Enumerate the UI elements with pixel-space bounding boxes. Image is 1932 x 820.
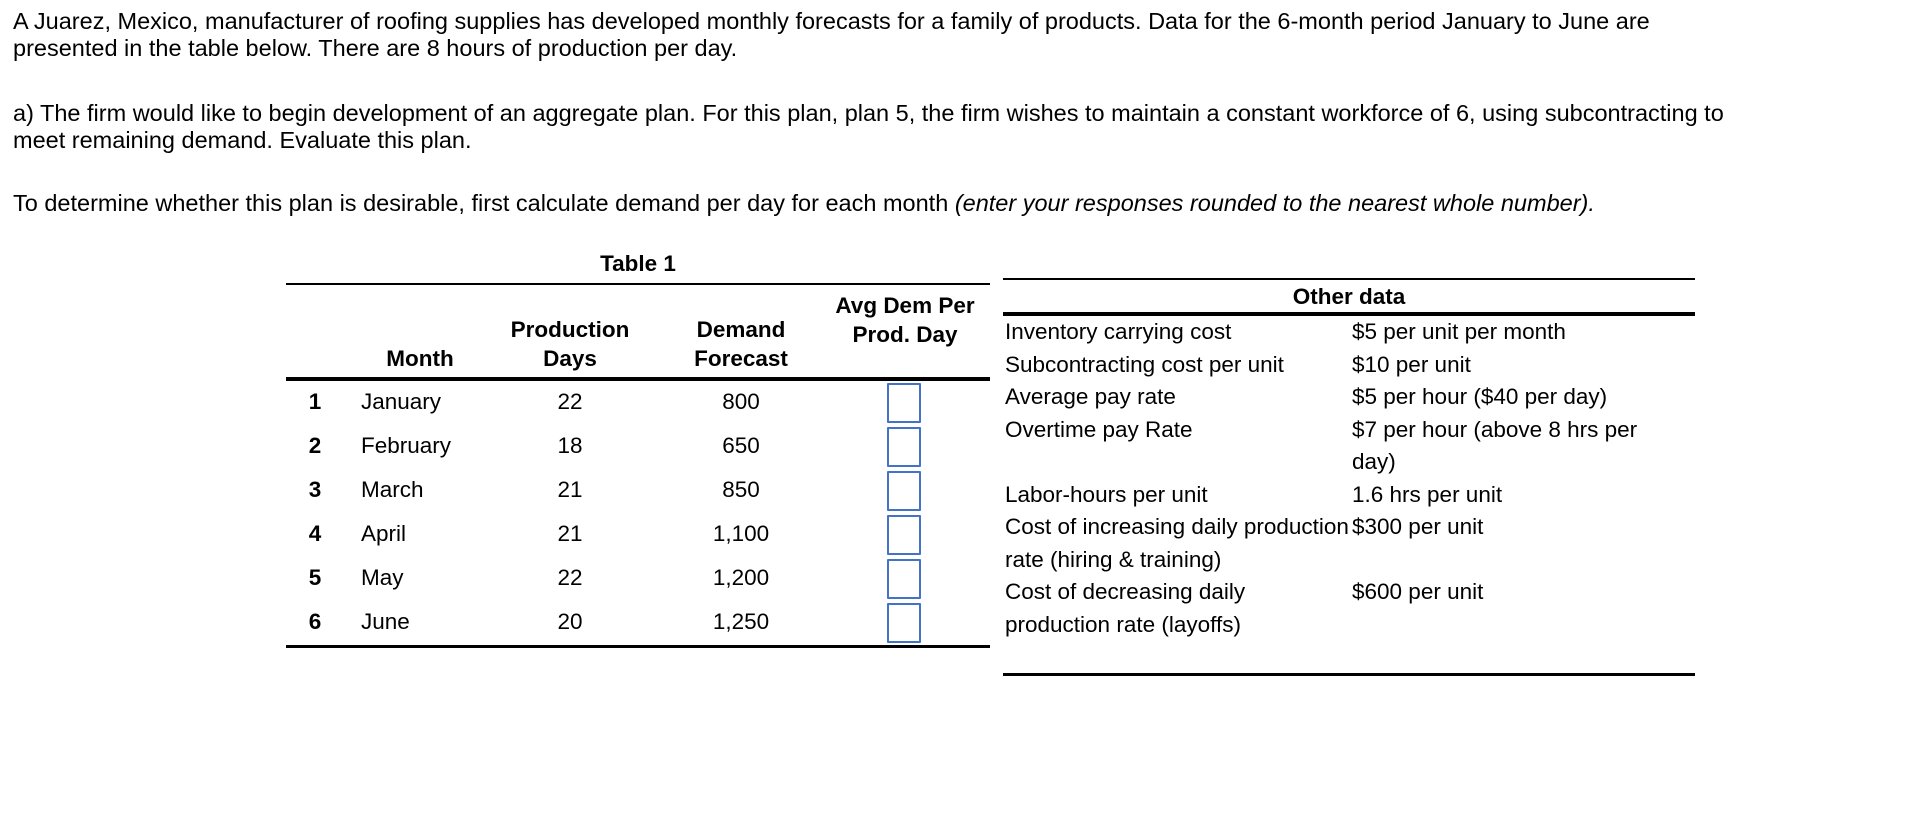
other-data-value: $7 per hour (above 8 hrs per day) bbox=[1352, 416, 1638, 475]
avg-demand-input-january[interactable] bbox=[887, 383, 921, 423]
table-row-may: 5 May 22 1,200 bbox=[286, 557, 990, 601]
production-days: 22 bbox=[557, 565, 583, 590]
instruction-line: To determine whether this plan is desira… bbox=[13, 190, 1595, 217]
other-data-value: $10 per unit bbox=[1352, 351, 1471, 377]
table-row-january: 1 January 22 800 bbox=[286, 381, 990, 425]
table-row-june: 6 June 20 1,250 bbox=[286, 601, 990, 645]
column-header-demand-forecast: Demand Forecast bbox=[694, 317, 788, 371]
column-header-avg-demand: Avg Dem Per Prod. Day bbox=[835, 293, 975, 347]
row-number: 5 bbox=[308, 565, 322, 590]
other-data-label: Average pay rate bbox=[1005, 384, 1176, 409]
other-data-label: Cost of decreasing daily production rate… bbox=[1005, 579, 1246, 637]
month-label: June bbox=[361, 609, 410, 634]
other-data-bottom-rule bbox=[1003, 673, 1695, 676]
demand-forecast: 850 bbox=[722, 477, 760, 502]
production-days: 18 bbox=[557, 433, 583, 458]
column-header-month: Month bbox=[386, 346, 454, 371]
demand-forecast: 650 bbox=[722, 433, 760, 458]
avg-demand-input-june[interactable] bbox=[887, 603, 921, 643]
other-data-top-rule bbox=[1003, 278, 1695, 280]
column-header-production-days: Production Days bbox=[510, 317, 630, 371]
month-label: March bbox=[361, 477, 424, 502]
avg-demand-input-may[interactable] bbox=[887, 559, 921, 599]
avg-demand-input-march[interactable] bbox=[887, 471, 921, 511]
instruction-italic-note: (enter your responses rounded to the nea… bbox=[954, 190, 1595, 216]
demand-forecast: 1,200 bbox=[712, 565, 770, 590]
other-data-label: Cost of increasing daily production rate… bbox=[1005, 514, 1349, 572]
table1-title: Table 1 bbox=[600, 251, 676, 276]
month-label: April bbox=[361, 521, 407, 546]
avg-demand-input-february[interactable] bbox=[887, 427, 921, 467]
intro-line-2: presented in the table below. There are … bbox=[13, 35, 738, 61]
table1-demand-table: Table 1 Avg Dem Per Prod. Day Production… bbox=[286, 245, 990, 649]
demand-forecast: 800 bbox=[722, 389, 760, 414]
production-days: 21 bbox=[557, 521, 583, 546]
other-data-label: Overtime pay Rate bbox=[1005, 416, 1193, 442]
other-data-value: $600 per unit bbox=[1352, 579, 1484, 604]
production-days: 20 bbox=[557, 609, 583, 634]
demand-forecast: 1,100 bbox=[712, 521, 770, 546]
table1-bottom-rule bbox=[286, 645, 990, 648]
instruction-text: To determine whether this plan is desira… bbox=[13, 190, 955, 216]
instruction-paragraph: To determine whether this plan is desira… bbox=[13, 190, 1595, 217]
table1-top-rule bbox=[286, 283, 990, 285]
table-row-february: 2 February 18 650 bbox=[286, 425, 990, 469]
row-number: 1 bbox=[308, 389, 322, 414]
other-data-label: Labor-hours per unit bbox=[1005, 481, 1208, 507]
other-data-value: $5 per unit per month bbox=[1352, 319, 1566, 344]
production-days: 21 bbox=[557, 477, 583, 502]
other-data-value: $5 per hour ($40 per day) bbox=[1352, 384, 1608, 409]
row-number: 4 bbox=[308, 521, 322, 546]
part-a-line-1: a) The firm would like to begin developm… bbox=[13, 100, 1724, 126]
other-data-label: Inventory carrying cost bbox=[1005, 319, 1232, 344]
other-data-table: Other data Inventory carrying cost $5 pe… bbox=[1003, 270, 1695, 678]
table1-header-rule bbox=[286, 377, 990, 381]
other-data-value: 1.6 hrs per unit bbox=[1352, 481, 1503, 507]
row-number: 3 bbox=[308, 477, 322, 502]
demand-forecast: 1,250 bbox=[712, 609, 770, 634]
other-data-title: Other data bbox=[1292, 284, 1406, 309]
row-number: 2 bbox=[308, 433, 322, 458]
other-data-rows: Inventory carrying cost $5 per unit per … bbox=[1005, 316, 1672, 641]
table-row-march: 3 March 21 850 bbox=[286, 469, 990, 513]
other-data-value: $300 per unit bbox=[1352, 514, 1484, 539]
intro-line-1: A Juarez, Mexico, manufacturer of roofin… bbox=[13, 8, 1650, 34]
row-number: 6 bbox=[308, 609, 322, 634]
part-a-line-2: meet remaining demand. Evaluate this pla… bbox=[13, 127, 472, 153]
avg-demand-input-april[interactable] bbox=[887, 515, 921, 555]
production-days: 22 bbox=[557, 389, 583, 414]
intro-paragraph: A Juarez, Mexico, manufacturer of roofin… bbox=[13, 8, 1650, 62]
part-a-paragraph: a) The firm would like to begin developm… bbox=[13, 100, 1724, 154]
month-label: February bbox=[361, 433, 452, 458]
other-data-header-rule bbox=[1003, 312, 1695, 316]
month-label: May bbox=[361, 565, 404, 590]
month-label: January bbox=[361, 389, 442, 414]
other-data-label: Subcontracting cost per unit bbox=[1005, 351, 1284, 377]
table-row-april: 4 April 21 1,100 bbox=[286, 513, 990, 557]
